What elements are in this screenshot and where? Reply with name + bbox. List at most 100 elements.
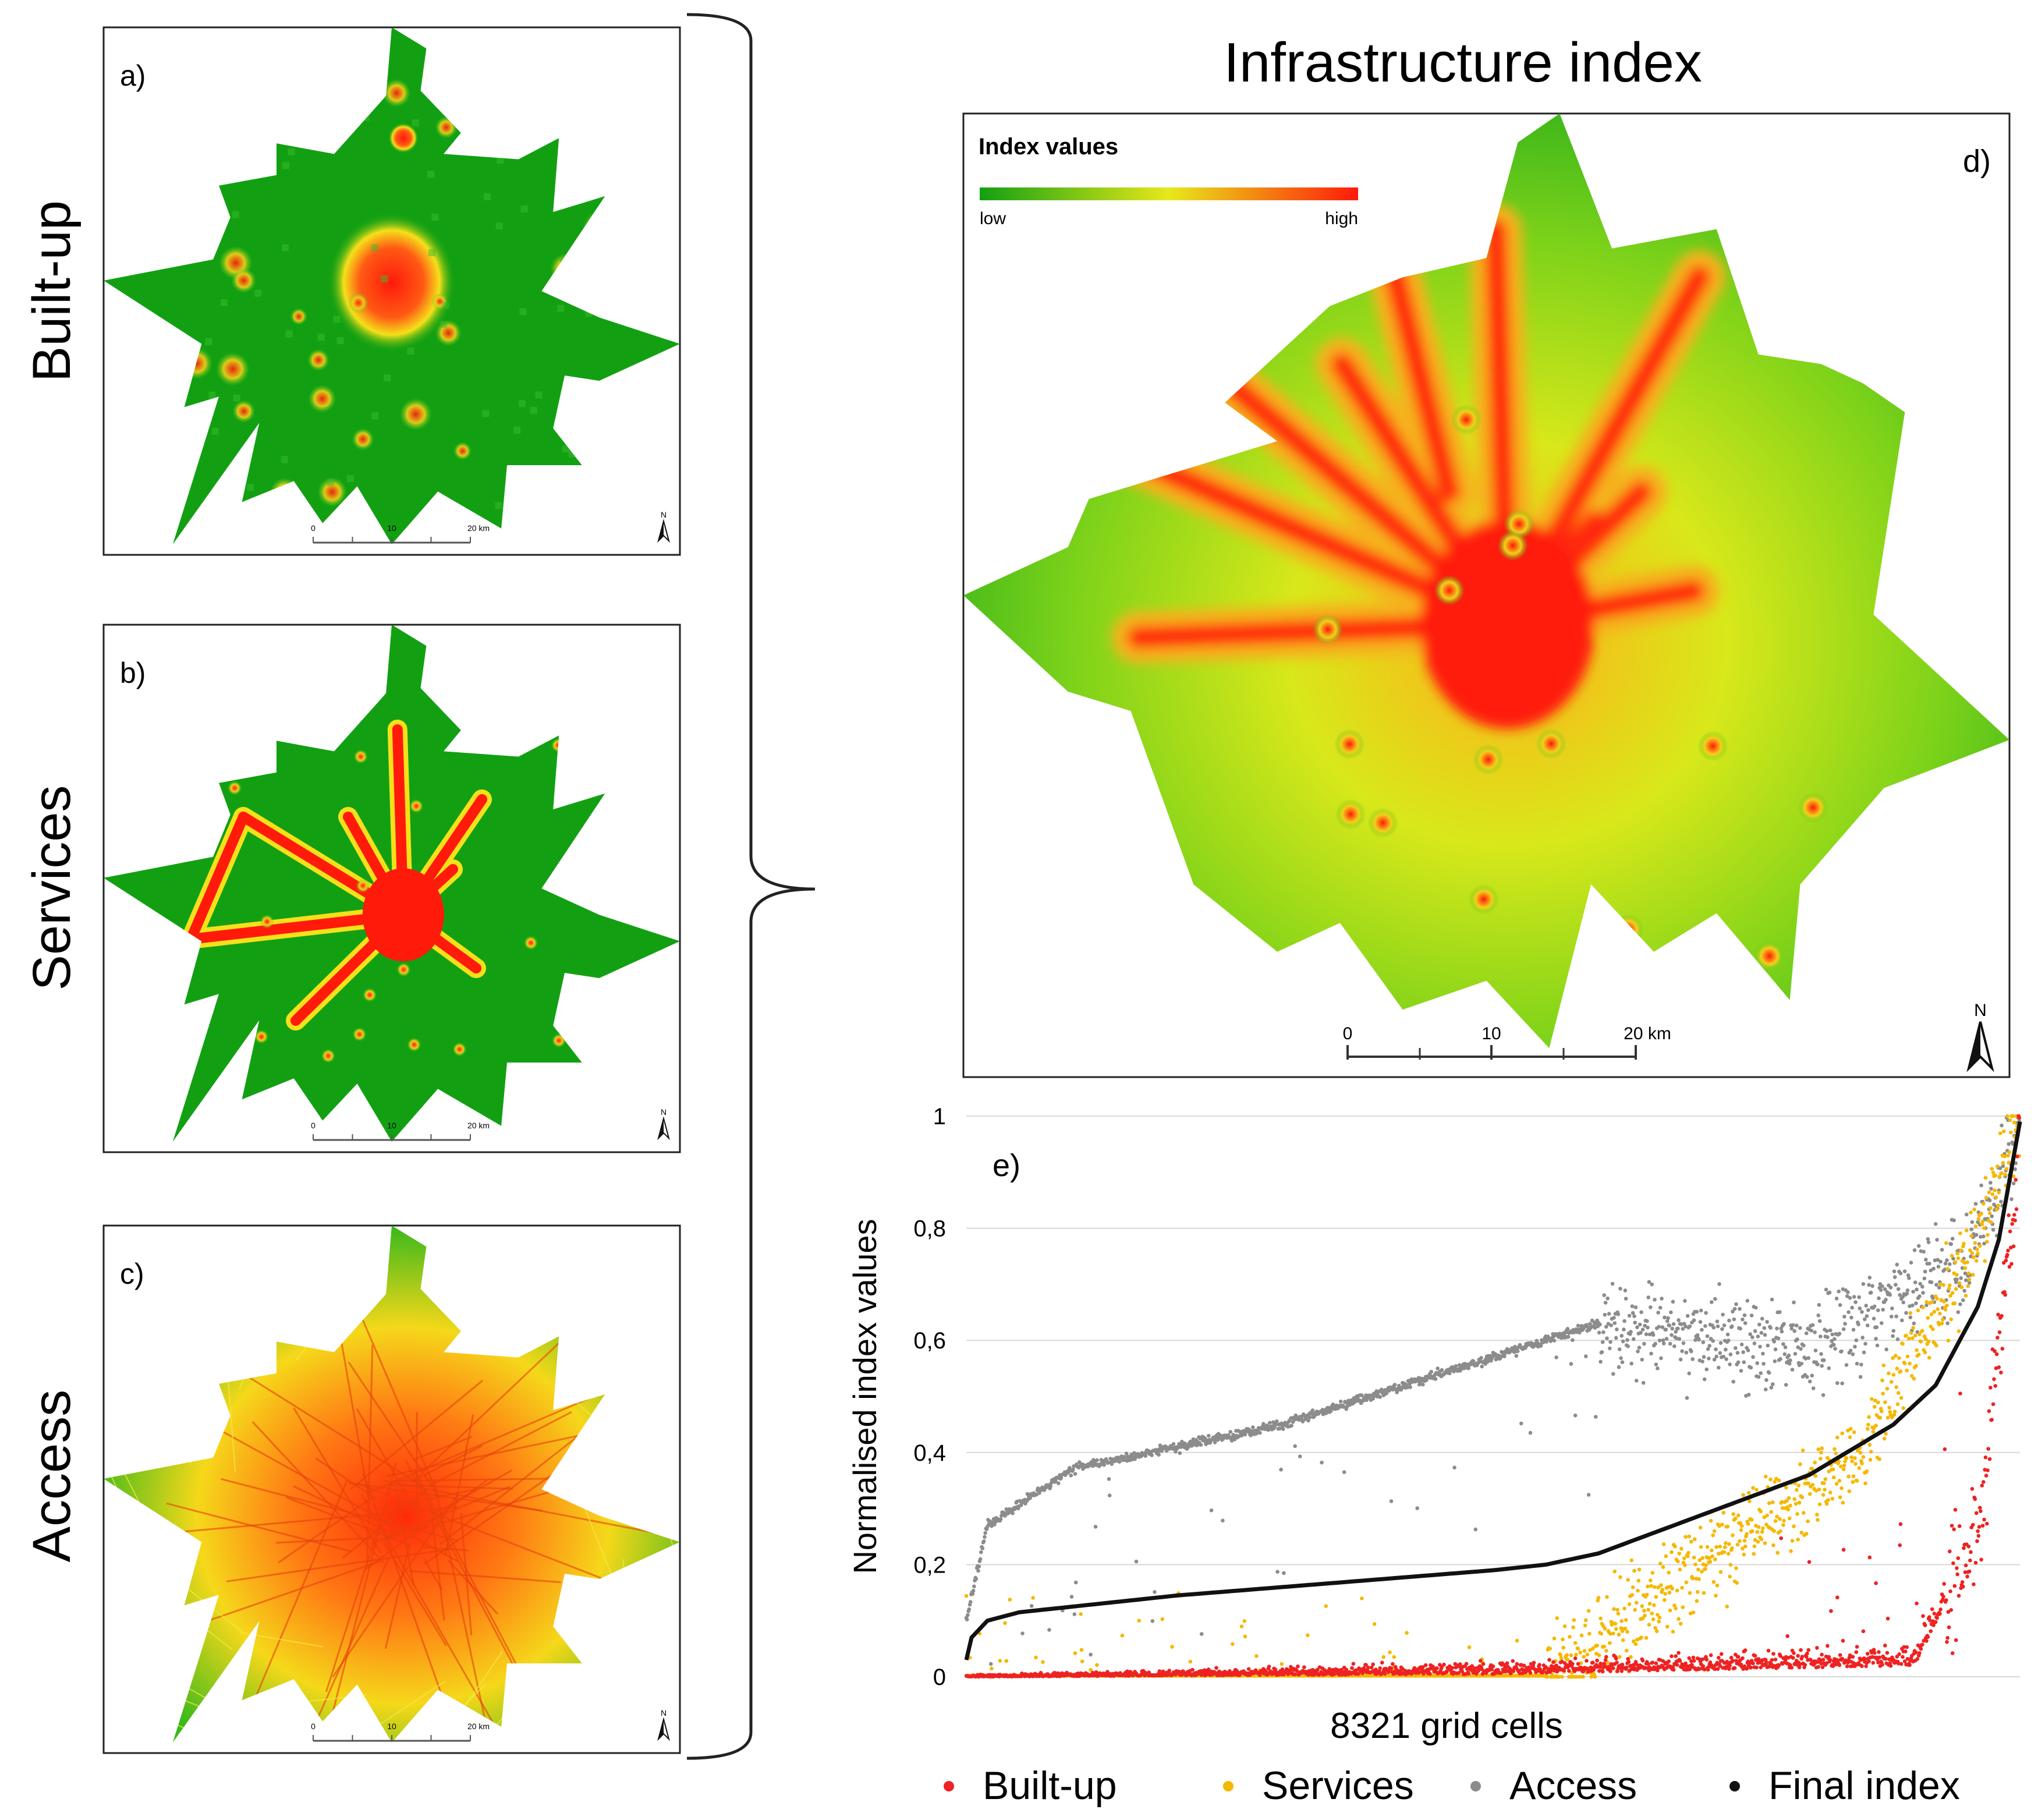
access-point: [1891, 1329, 1896, 1333]
built-up-point: [1970, 1522, 1975, 1527]
built-up-point: [1966, 1544, 1971, 1549]
access-point: [1342, 1470, 1346, 1474]
services-point: [1718, 1570, 1723, 1574]
services-point: [1839, 1486, 1844, 1490]
access-point: [1863, 1317, 1867, 1322]
services-point: [1983, 1175, 1988, 1180]
access-point: [1809, 1329, 1813, 1333]
access-point: [1700, 1327, 1704, 1332]
services-point: [1994, 1195, 1998, 1199]
services-point: [1959, 1248, 1963, 1252]
services-point: [1987, 1190, 1991, 1195]
built-up-point: [1901, 1655, 1905, 1659]
services-point: [1731, 1533, 1735, 1538]
access-point: [1883, 1287, 1887, 1291]
services-point: [1947, 1287, 1951, 1291]
access-point: [1861, 1282, 1866, 1286]
access-point: [1955, 1277, 1959, 1281]
access-point: [1810, 1323, 1815, 1327]
access-point: [1755, 1361, 1759, 1365]
built-up-point: [1625, 1665, 1629, 1670]
access-point: [1811, 1386, 1816, 1390]
access-point: [1732, 1306, 1737, 1311]
access-point: [1891, 1334, 1895, 1339]
access-point: [2014, 1161, 2018, 1166]
services-point: [1756, 1539, 1760, 1544]
access-point: [1306, 1418, 1310, 1423]
access-point: [1742, 1360, 1746, 1364]
built-up-point: [1957, 1524, 1962, 1528]
services-point: [1955, 1251, 1959, 1256]
services-point: [1678, 1567, 1682, 1572]
built-up-point: [1914, 1651, 1918, 1655]
built-up-point: [1991, 1402, 1996, 1407]
built-up-point: [2013, 1218, 2017, 1223]
services-point: [1684, 1580, 1689, 1585]
services-point: [1892, 1412, 1897, 1417]
access-point: [965, 1617, 969, 1621]
access-point: [1789, 1326, 1794, 1331]
access-point: [1298, 1454, 1302, 1458]
built-up-point: [1973, 1497, 1977, 1502]
services-point: [1602, 1644, 1606, 1649]
built-up-point: [1982, 1517, 1986, 1522]
services-point: [1898, 1369, 1903, 1373]
access-point: [1480, 1364, 1484, 1369]
services-point: [1834, 1482, 1839, 1486]
access-point: [1650, 1282, 1654, 1287]
services-point: [1795, 1488, 1799, 1492]
access-point: [1117, 1460, 1122, 1464]
services-point: [1816, 1447, 1820, 1451]
access-point: [1702, 1355, 1706, 1359]
access-point: [1841, 1327, 1846, 1332]
built-up-point: [1990, 1418, 1994, 1422]
access-point: [1688, 1324, 1692, 1329]
services-point: [1583, 1623, 1587, 1628]
access-point: [1689, 1349, 1693, 1354]
built-up-point: [1933, 1620, 1938, 1624]
services-point: [1941, 1283, 1945, 1287]
services-point: [1618, 1575, 1622, 1580]
services-point: [1796, 1538, 1800, 1542]
services-point: [1882, 1436, 1887, 1441]
access-point: [1979, 1183, 1983, 1188]
access-point: [1961, 1298, 1965, 1302]
services-point: [1831, 1467, 1835, 1471]
access-point: [1714, 1347, 1718, 1351]
services-point: [1697, 1558, 1702, 1562]
services-point: [998, 1659, 1002, 1663]
access-point: [1681, 1341, 1686, 1345]
services-point: [1851, 1474, 1856, 1478]
side-title-built-up: Built-up: [22, 200, 81, 382]
services-point: [1969, 1234, 1973, 1238]
services-point: [1948, 1294, 1952, 1298]
access-point: [1828, 1328, 1833, 1333]
scale-bar: 0 10 20 km: [311, 523, 490, 544]
access-point: [1940, 1248, 1944, 1252]
access-point: [1710, 1300, 1714, 1304]
services-point: [1405, 1631, 1409, 1635]
services-point: [1702, 1591, 1706, 1595]
built-up-point: [1837, 1663, 1842, 1667]
y-tick-label: 0,2: [913, 1552, 946, 1578]
services-point: [1936, 1307, 1940, 1311]
access-point: [1703, 1324, 1707, 1328]
services-point: [2011, 1114, 2015, 1118]
access-point: [1571, 1338, 1575, 1342]
services-point: [1644, 1635, 1649, 1640]
services-point: [1705, 1545, 1710, 1549]
built-up-point: [1986, 1447, 1990, 1451]
access-point: [1565, 1327, 1570, 1331]
access-point: [1307, 1415, 1312, 1419]
services-point: [1632, 1639, 1636, 1644]
access-point: [978, 1557, 983, 1561]
legend-gradient-bar: [980, 187, 1358, 200]
services-point: [1984, 1195, 1989, 1200]
built-up-point: [1611, 1666, 1615, 1670]
services-point: [1710, 1548, 1714, 1553]
services-point: [1773, 1479, 1777, 1484]
services-point: [1079, 1612, 1083, 1616]
access-point: [1466, 1366, 1471, 1371]
access-point: [1360, 1393, 1364, 1397]
built-up-point: [1815, 1646, 1819, 1650]
